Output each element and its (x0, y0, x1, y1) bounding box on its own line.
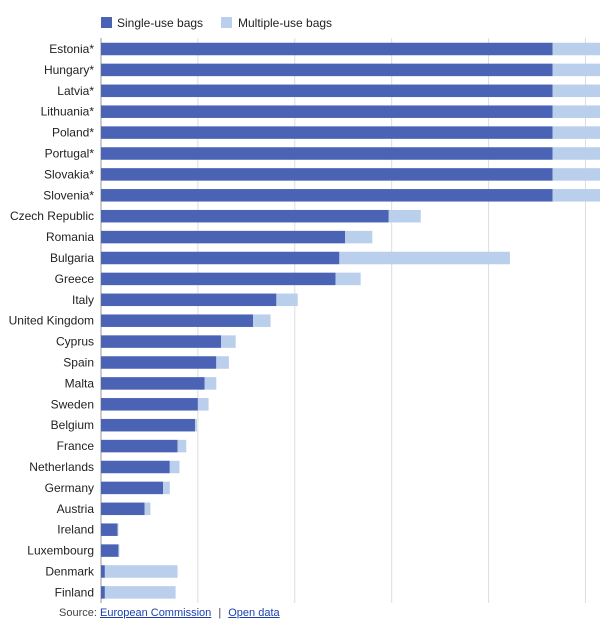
bar-single-use (101, 586, 105, 599)
bar-multiple-use (552, 42, 600, 56)
legend-swatch-single-use (101, 17, 112, 28)
bar-single-use (101, 481, 164, 495)
bar-multiple-use (204, 377, 217, 390)
bars (101, 42, 600, 599)
category-label: Poland* (52, 126, 94, 140)
source-separator: | (218, 607, 222, 619)
legend: Single-use bags Multiple-use bags (101, 16, 332, 30)
european-commission-link[interactable]: European Commission (99, 607, 212, 619)
bar-single-use (101, 418, 195, 432)
category-label: Austria (57, 502, 95, 516)
category-label: Cyprus (56, 335, 94, 349)
bar-multiple-use (216, 356, 229, 369)
category-label: Italy (72, 293, 94, 307)
bar-multiple-use (221, 335, 236, 348)
bar-single-use (101, 502, 145, 516)
bar-multiple-use (276, 293, 298, 307)
bar-single-use (101, 189, 553, 202)
bar-multiple-use (197, 398, 209, 411)
category-label: Slovenia* (43, 188, 94, 202)
category-label: United Kingdom (9, 314, 94, 328)
bar-single-use (101, 314, 254, 327)
category-label: Finland (55, 585, 94, 599)
bar-single-use (101, 356, 217, 369)
category-label: Malta (65, 376, 95, 390)
category-label: Luxembourg (27, 544, 94, 558)
bar-single-use (101, 523, 118, 536)
bar-single-use (101, 63, 553, 77)
bar-single-use (101, 565, 105, 578)
category-label: Portugal* (45, 147, 95, 161)
category-label: Czech Republic (10, 209, 94, 223)
bar-multiple-use (194, 418, 197, 432)
open-data-link[interactable]: Open data (228, 607, 280, 619)
bar-multiple-use (552, 63, 600, 77)
bar-single-use (101, 84, 553, 98)
bar-multiple-use (104, 565, 178, 578)
bar-single-use (101, 460, 170, 474)
source-line: Source: European Commission | Open data (59, 607, 280, 619)
category-label: Netherlands (29, 460, 94, 474)
category-label: Spain (63, 356, 94, 370)
bar-multiple-use (552, 168, 600, 181)
bar-multiple-use (118, 544, 120, 557)
bar-multiple-use (339, 251, 510, 265)
bar-single-use (101, 398, 198, 411)
legend-label-single-use: Single-use bags (117, 16, 203, 30)
bar-single-use (101, 251, 340, 265)
bar-single-use (101, 544, 119, 557)
bar-single-use (101, 272, 336, 286)
bar-multiple-use (169, 460, 180, 474)
bar-multiple-use (345, 230, 373, 244)
bar-multiple-use (552, 84, 600, 98)
category-label: Belgium (51, 418, 94, 432)
bar-multiple-use (163, 481, 170, 495)
source-prefix: Source: (59, 607, 97, 619)
bar-single-use (101, 209, 389, 223)
category-label: Ireland (57, 523, 94, 537)
bar-single-use (101, 293, 277, 307)
bar-multiple-use (552, 147, 600, 160)
bar-multiple-use (552, 105, 600, 118)
legend-swatch-multiple-use (221, 17, 232, 28)
bar-multiple-use (335, 272, 361, 286)
bar-single-use (101, 105, 553, 118)
bar-single-use (101, 439, 178, 453)
bar-multiple-use (253, 314, 271, 327)
bar-single-use (101, 230, 346, 244)
bar-multiple-use (177, 439, 187, 453)
bar-single-use (101, 168, 553, 181)
category-label: Hungary* (44, 63, 94, 77)
legend-label-multiple-use: Multiple-use bags (238, 16, 332, 30)
category-label: Denmark (45, 565, 95, 579)
bar-multiple-use (552, 189, 600, 202)
category-label: Germany (45, 481, 94, 495)
category-label: Bulgaria (50, 251, 94, 265)
bar-multiple-use (388, 209, 421, 223)
bar-single-use (101, 42, 553, 56)
category-labels: Estonia* Hungary* Latvia* Lithuania* Poland*… (9, 42, 95, 599)
bar-single-use (101, 335, 222, 348)
category-label: Romania (46, 230, 94, 244)
bar-single-use (101, 377, 205, 390)
category-label: Lithuania* (41, 105, 95, 119)
bar-multiple-use (144, 502, 151, 516)
category-label: France (57, 439, 95, 453)
category-label: Estonia* (49, 42, 94, 56)
category-label: Slovakia* (44, 167, 94, 181)
bar-multiple-use (104, 586, 176, 599)
category-label: Sweden (51, 397, 94, 411)
bar-single-use (101, 126, 553, 139)
category-label: Latvia* (57, 84, 94, 98)
bar-multiple-use (117, 523, 119, 536)
bar-multiple-use (552, 126, 600, 139)
bar-single-use (101, 147, 553, 160)
category-label: Greece (55, 272, 95, 286)
